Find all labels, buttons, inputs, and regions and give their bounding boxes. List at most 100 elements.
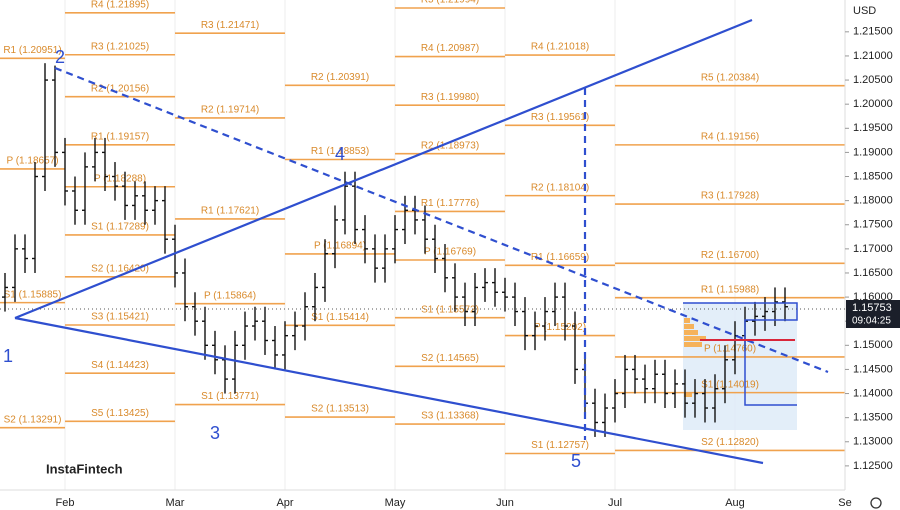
- last-price: 1.15753: [852, 302, 892, 314]
- wave-label: 5: [571, 451, 581, 471]
- pivot-label: S2 (1.14565): [421, 353, 479, 364]
- pivot-label: R3 (1.19561): [531, 112, 589, 123]
- pivot-label: R4 (1.20987): [421, 43, 479, 54]
- pivot-label: R5 (1.21994): [421, 0, 479, 6]
- y-tick-label: 1.14000: [853, 387, 893, 399]
- y-tick-label: 1.12500: [853, 460, 893, 472]
- profile-bar: [684, 336, 706, 341]
- y-tick-label: 1.20500: [853, 74, 893, 86]
- pivot-label: R1 (1.17621): [201, 206, 259, 217]
- pivot-label: S2 (1.13513): [311, 404, 369, 415]
- y-tick-label: 1.17500: [853, 219, 893, 231]
- pivot-label: S4 (1.14423): [91, 360, 149, 371]
- profile-bar: [684, 330, 698, 335]
- pivot-label: P (1.18657): [6, 156, 58, 167]
- pivot-label: S1 (1.15885): [4, 289, 62, 300]
- pivot-label: R2 (1.20391): [311, 72, 369, 83]
- pivot-label: R1 (1.15988): [701, 284, 759, 295]
- profile-bar: [684, 342, 702, 347]
- pivot-label: R2 (1.19714): [201, 105, 259, 116]
- volume-profile: [684, 318, 706, 397]
- y-tick-label: 1.18500: [853, 170, 893, 182]
- profile-bar: [684, 318, 690, 323]
- pivot-label: S3 (1.13368): [421, 411, 479, 422]
- pivot-label: R3 (1.19980): [421, 92, 479, 103]
- pivot-label: R1 (1.18853): [311, 146, 369, 157]
- pivot-label: R1 (1.17776): [421, 198, 479, 209]
- x-tick-label: Jul: [608, 497, 622, 509]
- pivot-label: R2 (1.18104): [531, 182, 589, 193]
- trend-line: [14, 18, 753, 320]
- price-bars: [2, 63, 788, 437]
- y-tick-label: 1.17000: [853, 243, 893, 255]
- y-tick-label: 1.13000: [853, 436, 893, 448]
- y-tick-label: 1.19500: [853, 122, 893, 134]
- volume-profile-area: [683, 303, 797, 430]
- y-tick-label: 1.21500: [853, 26, 893, 38]
- pivot-label: P (1.16769): [424, 247, 476, 258]
- y-tick-label: 1.15000: [853, 339, 893, 351]
- x-tick-label: Apr: [276, 497, 293, 509]
- profile-bar: [684, 392, 692, 397]
- wave-label: 4: [335, 144, 345, 164]
- pivot-label: S1 (1.15572): [421, 304, 479, 315]
- pivot-label: S1 (1.12757): [531, 440, 589, 451]
- profile-outline: [683, 302, 798, 406]
- y-tick-label: 1.21000: [853, 50, 893, 62]
- y-tick-label: 1.16000: [853, 291, 893, 303]
- pivot-label: S1 (1.15414): [311, 312, 369, 323]
- pivot-label: P (1.16894): [314, 241, 366, 252]
- pivot-label: P (1.14760): [704, 344, 756, 355]
- pivot-label: S1 (1.14019): [701, 379, 759, 390]
- y-tick-label: 1.19000: [853, 146, 893, 158]
- pivot-label: S5 (1.13425): [91, 408, 149, 419]
- pivot-label: R2 (1.20156): [91, 83, 149, 94]
- pivot-label: R1 (1.19157): [91, 131, 149, 142]
- x-tick-label: May: [385, 497, 406, 509]
- x-tick-label: Mar: [166, 497, 185, 509]
- pivot-label: R3 (1.17928): [701, 191, 759, 202]
- pivot-label: S1 (1.17289): [91, 222, 149, 233]
- wave-label: 2: [55, 47, 65, 67]
- x-tick-label: Aug: [725, 497, 745, 509]
- pivot-levels: R1 (1.20951) P (1.18657) S1 (1.15885) S2 (1…: [0, 0, 845, 455]
- settings-icon[interactable]: [870, 497, 882, 509]
- pivot-label: S2 (1.13291): [4, 414, 62, 425]
- pivot-label: R4 (1.19156): [701, 132, 759, 143]
- pivot-label: R3 (1.21471): [201, 20, 259, 31]
- wave-label: 3: [210, 423, 220, 443]
- profile-bar: [684, 324, 694, 329]
- pivot-label: R2 (1.18973): [421, 140, 479, 151]
- pivot-label: P (1.15202): [534, 322, 586, 333]
- last-price-tag: [846, 299, 900, 328]
- pivot-label: S3 (1.15421): [91, 312, 149, 323]
- last-time: 09:04:25: [852, 316, 891, 327]
- pivot-label: P (1.15864): [204, 290, 256, 301]
- wave-label: 1: [3, 346, 13, 366]
- y-tick-label: 1.20000: [853, 98, 893, 110]
- y-tick-label: 1.18000: [853, 195, 893, 207]
- pivot-label: R1 (1.16659): [531, 252, 589, 263]
- x-tick-label: Jun: [496, 497, 514, 509]
- trend-line: [14, 316, 764, 465]
- trend-line-dashed: [54, 66, 829, 374]
- pivot-label: R3 (1.21025): [91, 41, 149, 52]
- pivot-label: R4 (1.21895): [91, 0, 149, 10]
- pivot-label: R1 (1.20951): [3, 45, 61, 56]
- pivot-label: R5 (1.20384): [701, 72, 759, 83]
- currency: USD: [853, 5, 876, 17]
- x-axis: Feb Mar Apr May Jun Jul Aug Se: [56, 497, 852, 509]
- x-tick-label: Feb: [56, 497, 75, 509]
- pivot-label: R2 (1.16700): [701, 250, 759, 261]
- pivot-label: S2 (1.12820): [701, 437, 759, 448]
- trend-lines: [14, 18, 829, 465]
- pivot-label: P (1.18288): [94, 173, 146, 184]
- pivot-label: R4 (1.21018): [531, 42, 589, 53]
- pivot-label: S1 (1.13771): [201, 391, 259, 402]
- watermark: InstaFintech: [46, 461, 123, 476]
- y-tick-label: 1.14500: [853, 363, 893, 375]
- pivot-label: S2 (1.16420): [91, 263, 149, 274]
- y-tick-label: 1.13500: [853, 412, 893, 424]
- y-tick-label: 1.16500: [853, 267, 893, 279]
